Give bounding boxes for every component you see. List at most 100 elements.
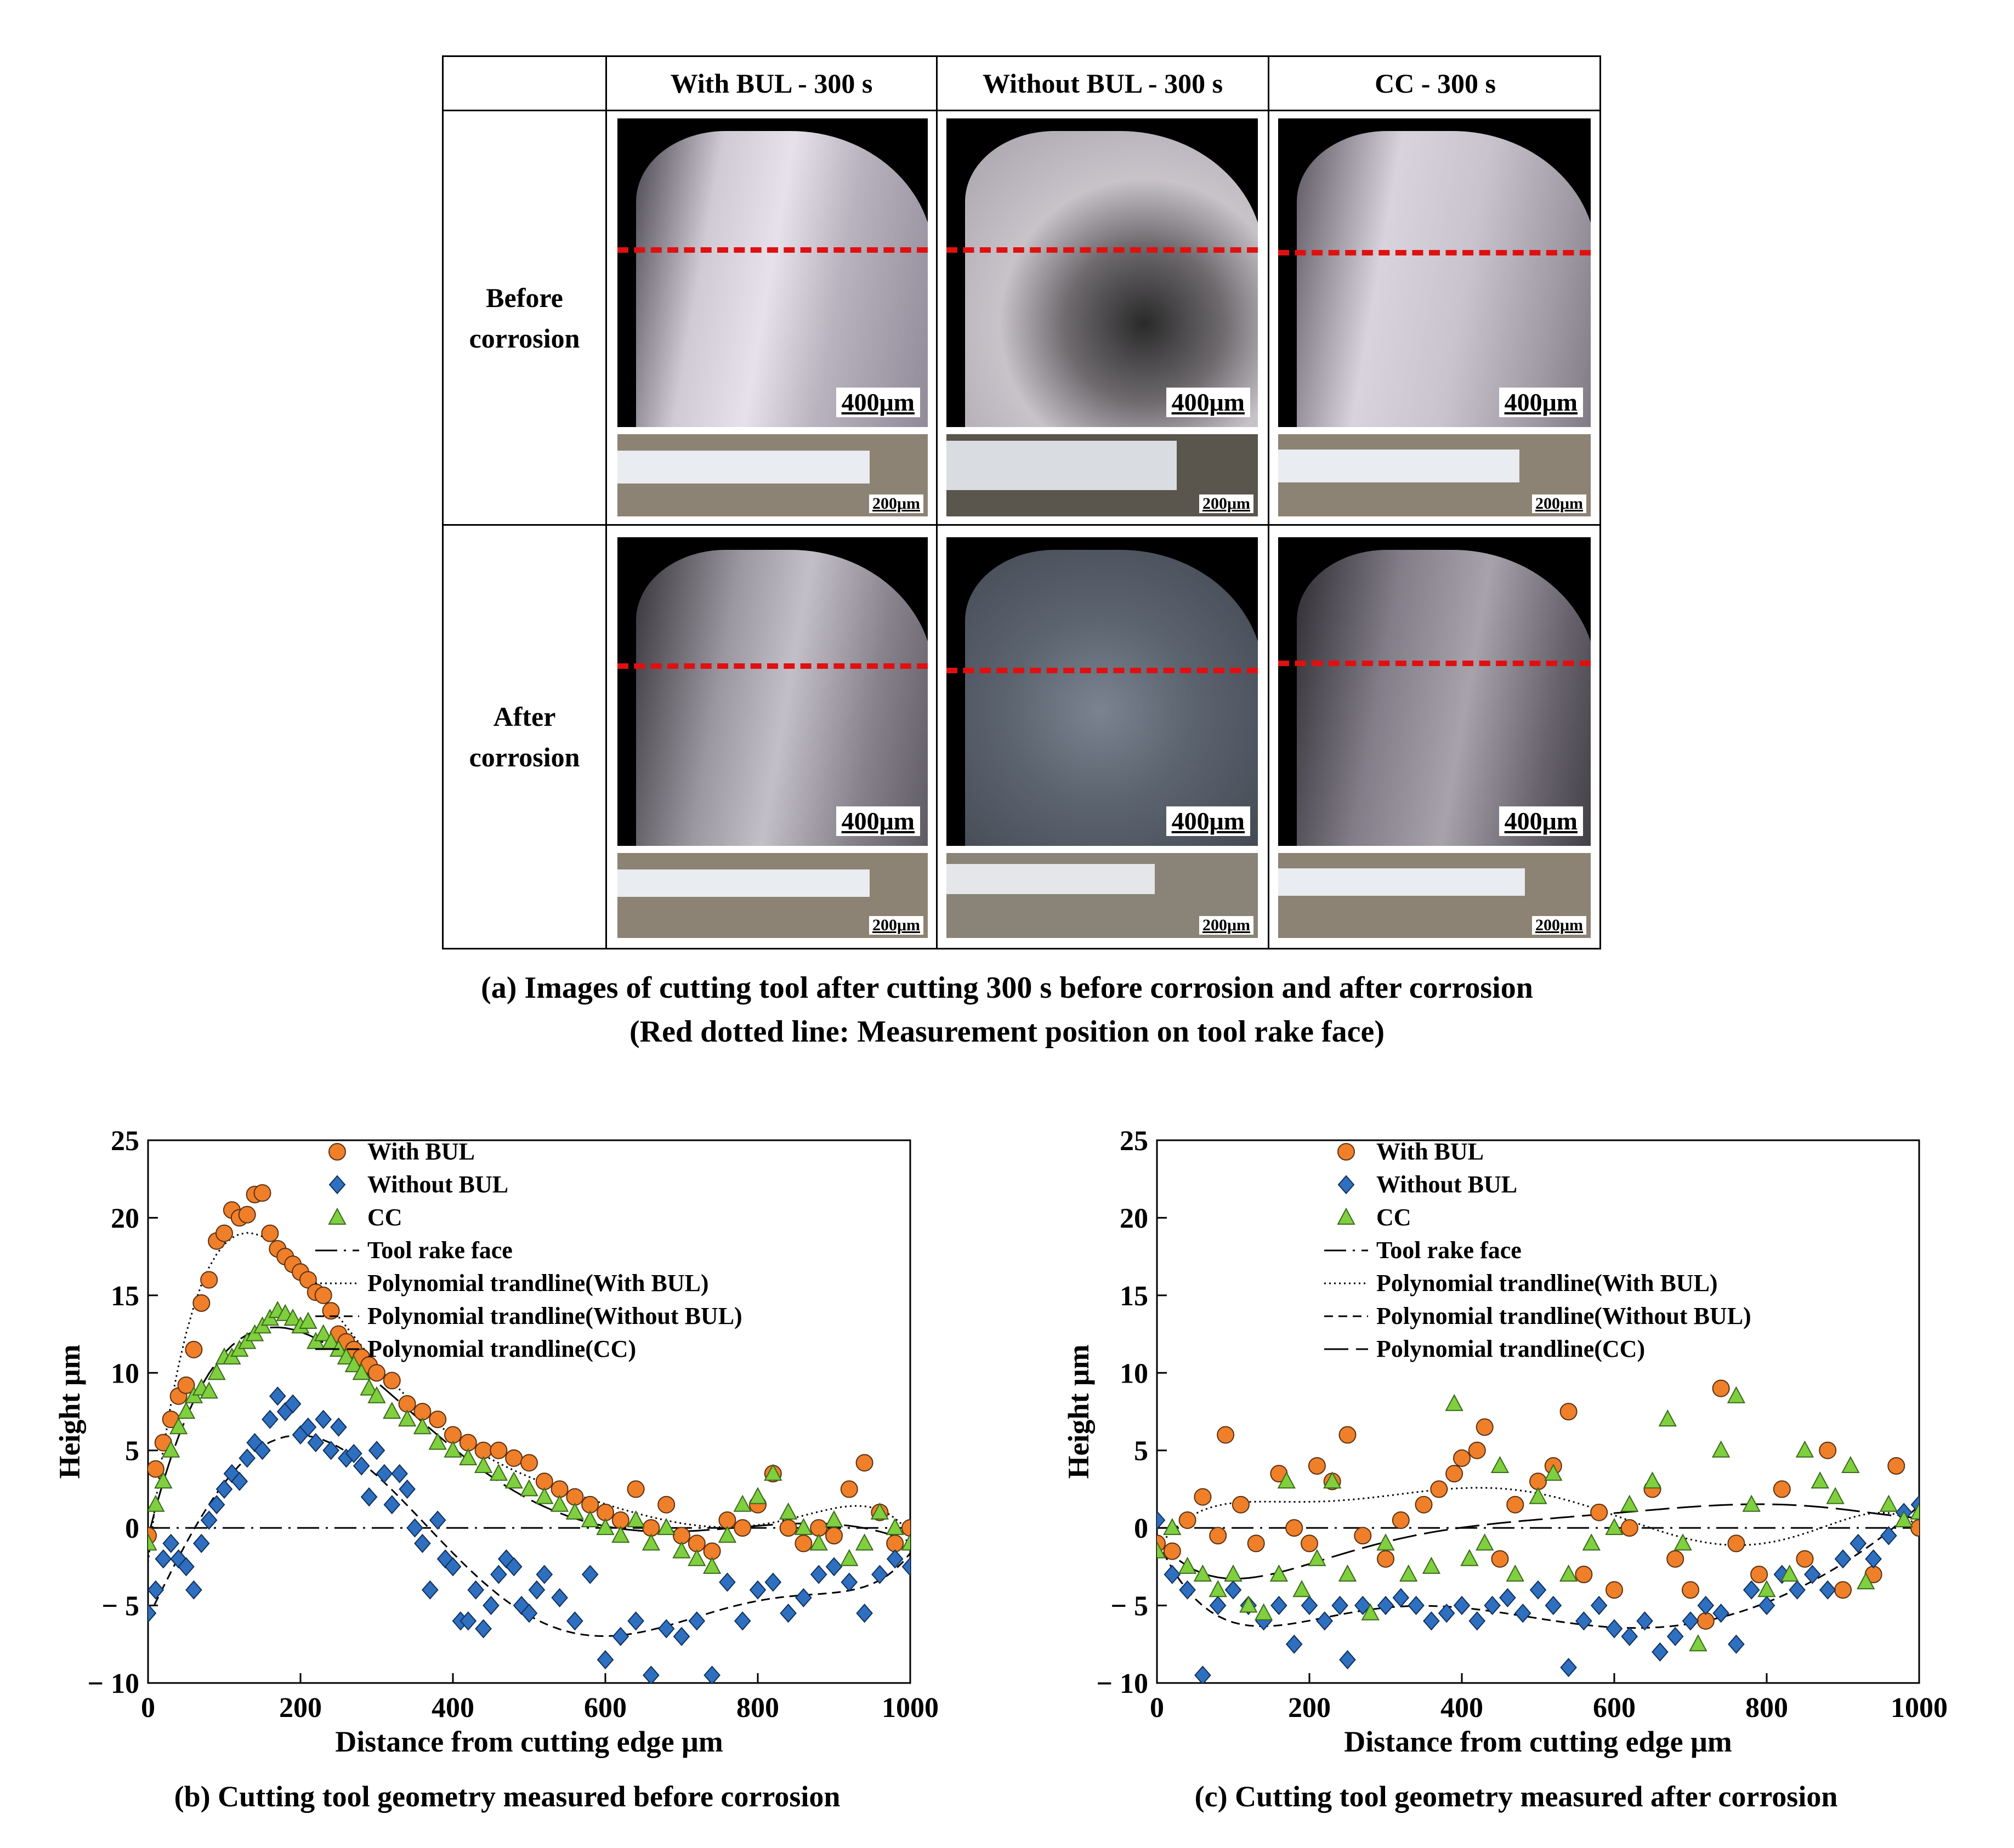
y-tick-label: − 10 [87,1668,139,1699]
marker-with-bul [520,1454,538,1472]
scale-bar: 400μm [1499,806,1583,836]
marker-with-bul [1910,1519,1919,1537]
marker-cc [1239,1595,1258,1613]
marker-without-bul [612,1627,629,1646]
legend-label: Polynomial trandline(CC) [1376,1335,1645,1362]
marker-with-bul [1354,1527,1372,1545]
marker-without-bul [1728,1634,1745,1654]
marker-with-bul [1285,1519,1303,1537]
image-table: With BUL - 300 s Without BUL - 300 s CC … [442,55,1601,949]
legend-marker [328,1207,347,1225]
marker-without-bul [1209,1596,1227,1616]
marker-without-bul [406,1518,423,1538]
marker-with-bul [1575,1566,1593,1583]
marker-without-bul [627,1611,644,1631]
marker-without-bul [421,1580,439,1600]
marker-without-bul [1499,1588,1516,1607]
marker-without-bul [1529,1580,1547,1600]
marker-cc [489,1464,508,1481]
marker-with-bul [490,1441,508,1459]
marker-with-bul [177,1376,195,1394]
marker-without-bul [315,1409,332,1429]
marker-without-bul [215,1479,233,1499]
row-label: After [493,701,556,732]
y-tick-label: 10 [1120,1358,1148,1389]
cross-section-cc-after: 200μm [1278,853,1591,938]
marker-without-bul [459,1611,477,1631]
marker-cc [1689,1634,1707,1652]
marker-cc [809,1533,828,1551]
marker-without-bul [262,1409,279,1429]
caption-a-line1: (a) Images of cutting tool after cutting… [481,971,1533,1005]
marker-with-bul [200,1271,218,1289]
marker-without-bul [1682,1611,1699,1631]
y-tick-label: − 5 [101,1591,139,1622]
row-header-after: After corrosion [444,526,605,948]
marker-without-bul [688,1611,706,1631]
marker-with-bul [185,1340,203,1358]
caption-a-line2: (Red dotted line: Measurement position o… [629,1015,1385,1049]
trendline [1157,1487,1919,1550]
legend-label: Without BUL [1376,1171,1517,1198]
legend-label: Polynomial trandline(Without BUL) [1376,1303,1751,1329]
marker-with-bul [192,1294,211,1312]
scale-bar: 400μm [836,806,920,836]
x-tick-label: 1000 [882,1692,939,1724]
marker-without-bul [1164,1565,1181,1584]
marker-with-bul [1712,1379,1730,1397]
plot-area-frame [147,1139,911,1684]
marker-cc [398,1409,417,1427]
marker-without-bul [1575,1611,1592,1631]
marker-without-bul [566,1611,583,1631]
marker-with-bul [1377,1550,1394,1568]
marker-with-bul [734,1519,752,1537]
marker-with-bul [1338,1426,1357,1444]
marker-cc [1323,1471,1342,1489]
marker-without-bul [1468,1611,1486,1631]
scale-bar: 400μm [1166,806,1250,836]
marker-with-bul [657,1496,676,1514]
marker-with-bul [1666,1550,1684,1568]
marker-cc [1399,1564,1418,1582]
marker-without-bul [208,1495,225,1515]
marker-without-bul [1804,1565,1821,1584]
marker-without-bul [1697,1596,1715,1616]
scale-bar: 200μm [1532,916,1586,935]
marker-without-bul [1880,1526,1897,1545]
marker-cc [428,1432,447,1450]
marker-with-bul [148,1460,164,1478]
marker-with-bul [368,1364,385,1382]
x-tick-label: 0 [1150,1692,1164,1724]
y-axis-title: Height μm [1062,1344,1095,1479]
marker-with-bul [1682,1581,1699,1599]
marker-without-bul [483,1596,500,1616]
marker-without-bul [1438,1604,1455,1623]
cross-section-cc-before: 200μm [1278,434,1591,516]
marker-cc [870,1502,889,1520]
scale-bar: 400μm [836,388,920,417]
marker-without-bul [901,1557,910,1577]
marker-without-bul [1666,1627,1684,1646]
scale-bar: 200μm [869,494,923,513]
legend-label: Polynomial trandline(Without BUL) [367,1303,742,1329]
marker-cc [1529,1487,1547,1504]
marker-with-bul [1819,1441,1837,1459]
legend-label: Polynomial trandline(CC) [367,1335,636,1362]
marker-without-bul [178,1557,195,1577]
marker-cc [886,1518,904,1536]
table-divider [444,524,1599,526]
micrograph-without-bul-before: 400μm [946,118,1258,427]
marker-without-bul [749,1580,767,1600]
marker-without-bul [345,1443,362,1463]
marker-cc [299,1311,317,1329]
marker-cc [162,1440,180,1458]
marker-cc [550,1494,569,1512]
legend-label: Polynomial trandline(With BUL) [1376,1270,1718,1297]
cross-section-with-bul-after: 200μm [617,853,928,938]
marker-with-bul [1559,1403,1578,1420]
plot-area-frame [1156,1139,1920,1684]
x-tick-label: 1000 [1891,1692,1948,1724]
marker-with-bul [1163,1542,1181,1560]
marker-cc [1857,1572,1875,1590]
